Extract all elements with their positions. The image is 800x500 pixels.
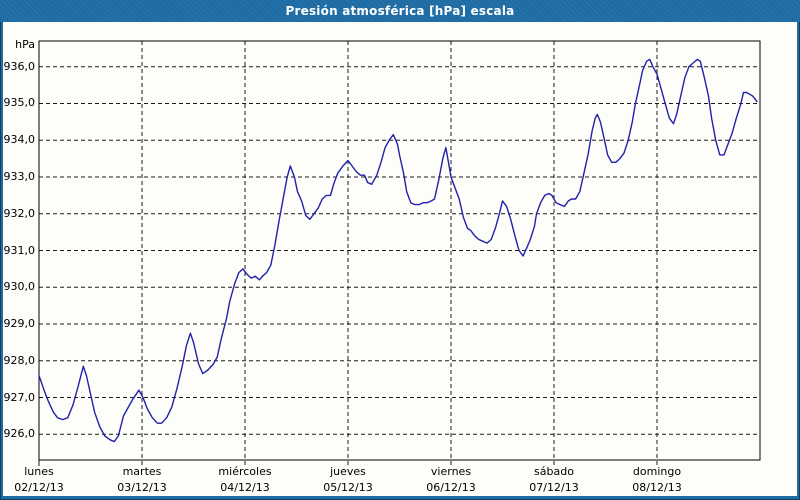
y-tick-label: 931,0: [3, 244, 36, 257]
y-tick-label: 929,0: [3, 317, 36, 330]
y-tick-label: 930,0: [3, 280, 36, 293]
x-tick-date-label: 07/12/13: [529, 481, 579, 494]
pressure-series-line: [38, 58, 758, 443]
chart-title: Presión atmosférica [hPa] escala: [285, 4, 515, 18]
y-tick-label: 927,0: [3, 391, 36, 404]
x-tick-day-label: lunes: [24, 465, 54, 478]
plot-border: [38, 40, 761, 461]
x-tick-day-label: martes: [122, 465, 162, 478]
chart-content-area: hPa 936,0 935,0 934,0 933,0 932,0 931,0 930,0 92…: [3, 22, 797, 496]
x-tick-date-label: 06/12/13: [426, 481, 476, 494]
y-tick-label: 928,0: [3, 354, 36, 367]
y-tick-label: 932,0: [3, 207, 36, 220]
y-tick-label: 926,0: [3, 427, 36, 440]
x-tick-date-label: 02/12/13: [14, 481, 64, 494]
y-tick-label: 935,0: [3, 96, 36, 109]
x-tick-day-label: jueves: [330, 465, 366, 478]
y-tick-label: 933,0: [3, 170, 36, 183]
x-tick-date-label: 04/12/13: [220, 481, 270, 494]
y-axis-unit-label: hPa: [15, 38, 35, 51]
y-tick-label: 936,0: [3, 60, 36, 73]
x-tick-day-label: domingo: [632, 465, 682, 478]
y-tick-label: 934,0: [3, 133, 36, 146]
x-tick-day-label: sábado: [534, 465, 574, 478]
x-tick-date-label: 08/12/13: [632, 481, 682, 494]
chart-title-bar: Presión atmosférica [hPa] escala: [0, 0, 800, 22]
x-tick-date-label: 05/12/13: [323, 481, 373, 494]
x-tick-date-label: 03/12/13: [117, 481, 167, 494]
x-tick-day-label: viernes: [430, 465, 472, 478]
x-tick-day-label: miércoles: [218, 465, 272, 478]
